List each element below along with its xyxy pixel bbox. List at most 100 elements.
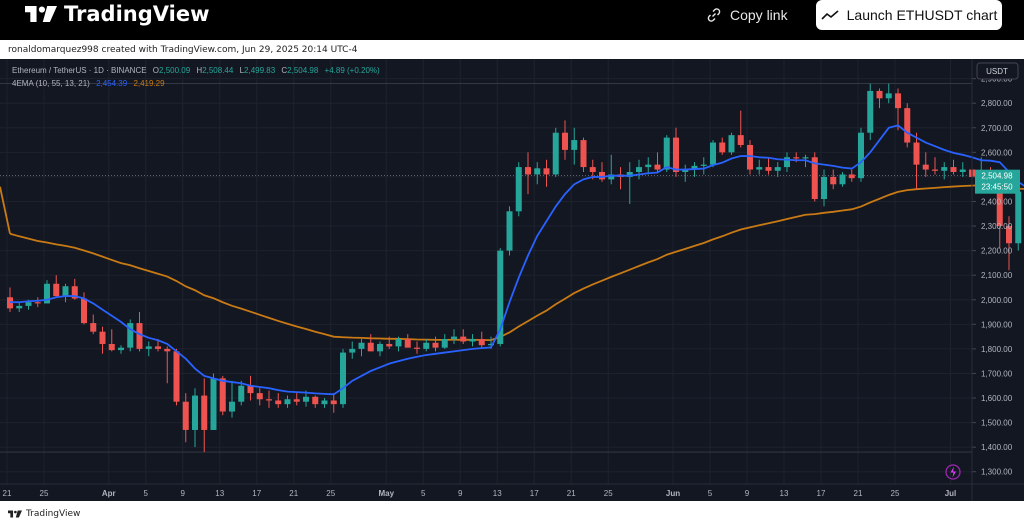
candle-body bbox=[913, 142, 920, 165]
legend-high-label: H bbox=[196, 66, 202, 75]
time-tick-label: 21 bbox=[3, 489, 12, 498]
candle-body bbox=[256, 393, 263, 400]
candle-body bbox=[238, 385, 245, 402]
candle-body bbox=[700, 164, 707, 166]
candle-body bbox=[830, 176, 837, 185]
copy-link-button[interactable]: Copy link bbox=[706, 0, 788, 30]
candle-body bbox=[848, 174, 855, 179]
candle-body bbox=[340, 352, 346, 405]
time-tick-label: 5 bbox=[144, 489, 149, 498]
svg-text:Ethereum / TetherUS · 1D · BIN: Ethereum / TetherUS · 1D · BINANCE O2,50… bbox=[12, 66, 380, 75]
alert-icon[interactable] bbox=[945, 464, 961, 480]
candle-body bbox=[478, 339, 485, 346]
currency-badge[interactable]: USDT bbox=[976, 62, 1019, 80]
candle-body bbox=[774, 167, 781, 171]
candle-body bbox=[691, 165, 698, 170]
candle-body bbox=[1006, 226, 1012, 244]
price-tick-label: 1,300.00 bbox=[981, 468, 1013, 477]
ema-fast-line bbox=[10, 124, 1024, 396]
ema-slow-line bbox=[9, 184, 1024, 342]
candle-body bbox=[81, 298, 87, 324]
candle-body bbox=[219, 378, 226, 412]
launch-chart-button[interactable]: Launch ETHUSDT chart bbox=[816, 0, 1002, 30]
candle-body bbox=[118, 347, 124, 351]
candle-body bbox=[839, 174, 846, 185]
candlestick-chart[interactable]: 2,900.002,800.002,700.002,600.002,500.00… bbox=[0, 59, 1024, 501]
candle-body bbox=[266, 399, 272, 401]
candle-body bbox=[765, 167, 772, 171]
price-tick-label: 1,400.00 bbox=[981, 443, 1013, 452]
tradingview-logo-icon bbox=[25, 6, 57, 22]
legend-ema-slow-value: 2,419.29 bbox=[133, 79, 165, 88]
top-bar: TradingView Copy link Launch ETHUSDT cha… bbox=[0, 0, 1024, 40]
candle-body bbox=[663, 137, 670, 170]
time-tick-label: 13 bbox=[493, 489, 502, 498]
candle-body bbox=[895, 93, 901, 109]
candle-body bbox=[525, 167, 531, 175]
candle-body bbox=[432, 342, 439, 348]
candle-body bbox=[34, 302, 41, 304]
candle-body bbox=[580, 140, 587, 168]
legend-high-value: 2,508.44 bbox=[202, 66, 234, 75]
copy-link-label: Copy link bbox=[730, 7, 788, 23]
candle-body bbox=[728, 135, 735, 153]
legend-close-value: 2,504.98 bbox=[287, 66, 319, 75]
ema-slow-line-lead bbox=[0, 186, 11, 234]
candle-body bbox=[793, 157, 800, 159]
candle-body bbox=[164, 348, 171, 352]
time-tick-label: 17 bbox=[252, 489, 261, 498]
candle-body bbox=[71, 286, 78, 299]
candle-body bbox=[488, 343, 494, 346]
legend-symbol: Ethereum / TetherUS · 1D · BINANCE bbox=[12, 66, 147, 75]
candle-body bbox=[784, 157, 790, 168]
candle-body bbox=[950, 167, 957, 173]
candle-body bbox=[645, 164, 652, 168]
time-tick-label: 21 bbox=[289, 489, 298, 498]
candle-body bbox=[358, 342, 365, 349]
footer: TradingView bbox=[8, 509, 80, 519]
price-tick-label: 2,000.00 bbox=[981, 296, 1013, 305]
candle-body bbox=[858, 132, 864, 179]
candle-body bbox=[192, 395, 198, 430]
legend-indicator: 4EMA (10, 55, 13, 21) bbox=[12, 79, 90, 88]
candle-body bbox=[293, 399, 300, 402]
candle-body bbox=[636, 167, 642, 173]
tradingview-logo[interactable]: TradingView bbox=[24, 2, 209, 26]
candle-body bbox=[127, 323, 134, 348]
price-tick-label: 1,500.00 bbox=[981, 419, 1013, 428]
legend-low-value: 2,499.83 bbox=[244, 66, 276, 75]
candle-body bbox=[710, 142, 716, 165]
price-tick-label: 1,600.00 bbox=[981, 394, 1013, 403]
candle-body bbox=[534, 168, 541, 175]
snapshot-caption: ronaldomarquez998 created with TradingVi… bbox=[8, 45, 358, 55]
candle-body bbox=[867, 90, 874, 133]
candle-body bbox=[201, 395, 208, 430]
time-tick-label: 25 bbox=[326, 489, 335, 498]
price-tick-label: 1,900.00 bbox=[981, 320, 1013, 329]
chart-panel[interactable]: 2,900.002,800.002,700.002,600.002,500.00… bbox=[0, 59, 1024, 501]
legend-change: +4.89 (+0.20%) bbox=[325, 66, 380, 75]
candle-body bbox=[377, 343, 383, 352]
candle-body bbox=[386, 343, 393, 347]
time-tick-label: 17 bbox=[817, 489, 826, 498]
candle-body bbox=[229, 401, 235, 412]
crosshair-lines bbox=[0, 83, 972, 453]
time-tick-label: 21 bbox=[567, 489, 576, 498]
time-tick-label: Jul bbox=[945, 489, 957, 498]
candle-body bbox=[99, 331, 106, 344]
candle-body bbox=[506, 211, 513, 251]
candle-body bbox=[552, 132, 559, 175]
candle-body bbox=[747, 144, 753, 170]
chart-line-icon bbox=[821, 10, 839, 20]
footer-brand: TradingView bbox=[26, 509, 81, 519]
chart-legend: Ethereum / TetherUS · 1D · BINANCE O2,50… bbox=[12, 66, 380, 88]
candle-body bbox=[312, 396, 319, 405]
candle-body bbox=[404, 339, 411, 348]
axes-layer: 2,900.002,800.002,700.002,600.002,500.00… bbox=[0, 59, 1024, 501]
candle-body bbox=[996, 181, 1003, 227]
price-tick-label: 2,600.00 bbox=[981, 148, 1013, 157]
candle-body bbox=[673, 137, 679, 173]
candle-body bbox=[330, 400, 337, 405]
last-price-badge: 2,504.98 23:45:50 bbox=[975, 169, 1020, 194]
candle-body bbox=[904, 108, 911, 143]
